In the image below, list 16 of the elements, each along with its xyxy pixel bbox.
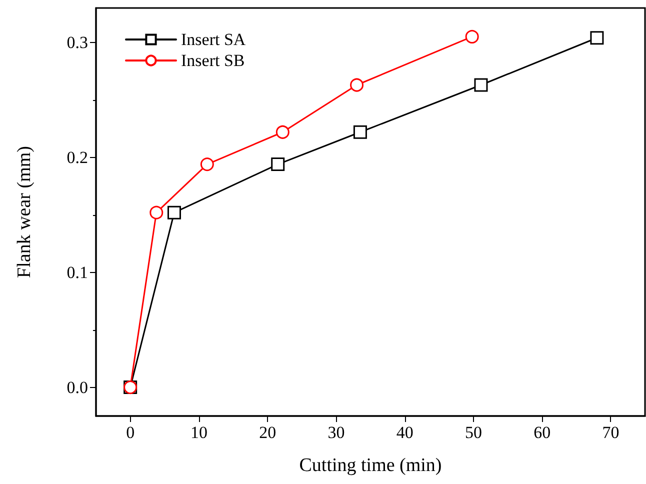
legend-label: Insert SA (181, 30, 246, 49)
y-tick-label: 0.3 (66, 32, 88, 52)
y-tick-label: 0.1 (66, 262, 88, 282)
x-tick-label: 50 (464, 423, 482, 442)
x-tick-label: 40 (396, 423, 414, 442)
legend-label: Insert SB (181, 51, 245, 70)
x-tick-label: 10 (190, 423, 208, 442)
y-axis-title: Flank wear (mm) (14, 146, 35, 278)
x-tick-label: 0 (126, 423, 135, 442)
x-tick-label: 60 (534, 423, 551, 442)
y-tick-label: 0.0 (66, 378, 88, 397)
x-tick-label: 20 (259, 423, 276, 442)
y-tick-label: 0.2 (66, 148, 88, 167)
x-tick-label: 70 (602, 423, 620, 442)
x-axis-title: Cutting time (min) (299, 455, 442, 476)
x-tick-label: 30 (328, 423, 345, 442)
